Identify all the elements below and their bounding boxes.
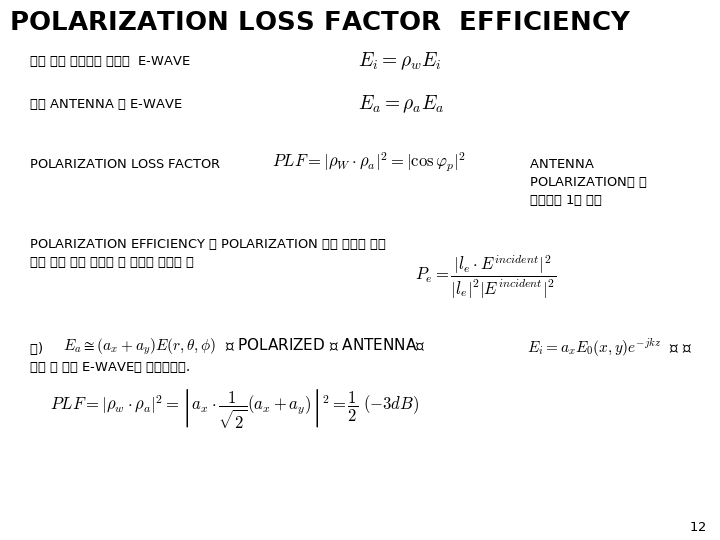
Text: $E_i = a_x E_0(x,y)e^{-jkz}$  로 나: $E_i = a_x E_0(x,y)e^{-jkz}$ 로 나 — [527, 337, 692, 359]
Text: $P_e = \dfrac{|l_e \cdot E^{incident}|^2}{|l_e|^2|E^{incident}|^2}$: $P_e = \dfrac{|l_e \cdot E^{incident}|^2… — [415, 253, 557, 301]
Text: $E_i = \rho_w E_i$: $E_i = \rho_w E_i$ — [358, 50, 441, 71]
Text: $E_a \cong (a_x+a_y)E(r,\theta,\phi)$  로 POLARIZED 된 ANTENNA에: $E_a \cong (a_x+a_y)E(r,\theta,\phi)$ 로 … — [63, 337, 426, 357]
Text: $PLF = |\rho_W \cdot \rho_a|^2 = |\cos\varphi_p|^2$: $PLF = |\rho_W \cdot \rho_a|^2 = |\cos\v… — [272, 150, 466, 173]
Text: $E_a = \rho_a E_a$: $E_a = \rho_a E_a$ — [358, 93, 444, 114]
Text: $PLF = |\rho_w \cdot \rho_a|^2 = \left|a_x \cdot \dfrac{1}{\sqrt{2}}(a_x+a_y)\ri: $PLF = |\rho_w \cdot \rho_a|^2 = \left|a… — [50, 388, 419, 431]
